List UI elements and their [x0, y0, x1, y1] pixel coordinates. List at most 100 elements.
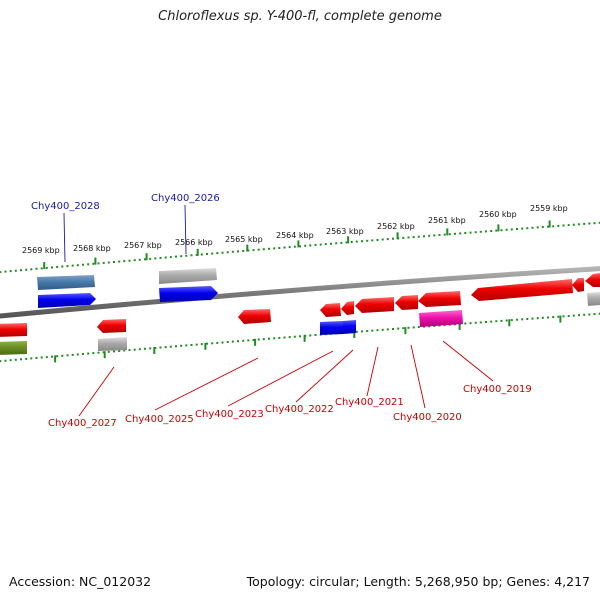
minor-tick — [541, 226, 544, 228]
gene-label-chy400-2028[interactable]: Chy400_2028 — [31, 201, 100, 212]
minor-tick — [526, 318, 529, 320]
minor-tick — [376, 329, 379, 332]
tick-label: 2561 kbp — [428, 216, 466, 225]
minor-tick — [4, 359, 7, 362]
minor-tick — [278, 336, 281, 339]
gene-chy400-2023-lower[interactable] — [320, 321, 343, 335]
gene-chy400-2022[interactable] — [341, 301, 354, 315]
minor-tick — [469, 322, 472, 325]
gene-chy400-2027[interactable] — [97, 319, 126, 333]
minor-tick — [133, 259, 136, 262]
minor-tick — [25, 357, 28, 360]
minor-tick — [175, 255, 177, 258]
minor-tick — [35, 357, 38, 359]
minor-tick — [304, 244, 307, 247]
minor-tick — [159, 346, 162, 349]
minor-tick — [56, 266, 59, 268]
gene-chy400-2020[interactable] — [395, 295, 418, 310]
gene-red-right-a[interactable] — [572, 278, 584, 292]
gene-chy400-2028-upper[interactable] — [37, 275, 95, 290]
minor-tick — [118, 260, 121, 263]
minor-tick — [190, 254, 193, 257]
minor-tick — [123, 349, 126, 352]
minor-tick — [113, 350, 115, 353]
minor-tick — [51, 266, 53, 269]
minor-tick — [51, 355, 53, 358]
minor-tick — [211, 342, 214, 345]
minor-tick — [71, 264, 74, 267]
minor-tick — [237, 250, 239, 253]
gene-red-left[interactable] — [0, 323, 27, 337]
minor-tick — [35, 267, 38, 270]
major-tick — [196, 248, 199, 256]
map-title: Chloroflexus sp. Y-400-fl, complete geno… — [158, 9, 442, 24]
minor-tick — [407, 236, 410, 239]
gene-label-chy400-2023[interactable]: Chy400_2023 — [195, 409, 264, 420]
tick-label: 2565 kbp — [225, 235, 263, 244]
minor-tick — [87, 352, 90, 355]
minor-tick — [66, 265, 69, 268]
minor-tick — [226, 341, 229, 343]
minor-tick — [200, 343, 203, 346]
gene-chy400-2022-lower[interactable] — [343, 320, 356, 334]
minor-tick — [169, 256, 172, 259]
minor-tick — [0, 360, 2, 363]
minor-tick — [588, 222, 591, 225]
gene-label-chy400-2027[interactable]: Chy400_2027 — [48, 418, 117, 429]
minor-tick — [547, 225, 549, 228]
gene-chy400-2020-lower[interactable] — [419, 310, 463, 327]
minor-tick — [262, 248, 265, 251]
minor-tick — [541, 316, 544, 319]
minor-tick — [521, 318, 524, 321]
minor-tick — [412, 236, 415, 239]
minor-tick — [293, 245, 296, 248]
minor-tick — [567, 315, 570, 317]
minor-tick — [154, 257, 157, 260]
gene-chy400-2025[interactable] — [238, 309, 271, 324]
minor-tick — [200, 253, 203, 256]
minor-tick — [56, 355, 59, 358]
minor-tick — [464, 232, 467, 234]
gene-label-chy400-2026[interactable]: Chy400_2026 — [151, 193, 220, 204]
minor-tick — [169, 345, 172, 348]
minor-tick — [361, 240, 363, 243]
minor-tick — [479, 321, 482, 324]
tick-label: 2562 kbp — [377, 222, 415, 231]
minor-tick — [572, 223, 575, 226]
minor-tick — [572, 314, 575, 317]
minor-tick — [350, 241, 353, 243]
minor-tick — [82, 353, 84, 355]
minor-tick — [45, 356, 48, 359]
gene-label-chy400-2025[interactable]: Chy400_2025 — [125, 414, 194, 425]
minor-tick — [283, 246, 286, 249]
gene-chy400-2027-lower[interactable] — [98, 337, 127, 351]
gene-chy400-2021[interactable] — [355, 297, 394, 313]
tick-label: 2566 kbp — [175, 238, 213, 247]
minor-tick — [448, 233, 451, 236]
minor-tick — [588, 313, 591, 316]
minor-tick — [567, 224, 570, 227]
gene-chy400-2019[interactable] — [471, 279, 573, 301]
gene-red-right-b[interactable] — [585, 273, 600, 287]
gene-chy400-2028[interactable] — [38, 293, 96, 308]
gene-olive-left[interactable] — [0, 341, 27, 355]
minor-tick — [288, 246, 291, 249]
gene-chy400-2023[interactable] — [320, 303, 341, 317]
minor-tick — [252, 249, 255, 252]
minor-tick — [531, 317, 534, 320]
minor-tick — [583, 313, 586, 316]
gene-label-chy400-2019[interactable]: Chy400_2019 — [463, 384, 532, 395]
minor-tick — [164, 346, 167, 349]
gene-chy400-2026[interactable] — [159, 286, 218, 302]
gene-label-chy400-2020[interactable]: Chy400_2020 — [393, 412, 462, 423]
gene-gray-right[interactable] — [587, 292, 600, 306]
minor-tick — [268, 337, 270, 340]
minor-tick — [536, 226, 539, 229]
minor-tick — [428, 234, 431, 237]
gene-chy400-2026-upper[interactable] — [159, 268, 217, 284]
minor-tick — [273, 247, 276, 250]
gene-label-chy400-2022[interactable]: Chy400_2022 — [265, 404, 334, 415]
gene-chy400-2019-a[interactable] — [418, 291, 461, 307]
gene-label-chy400-2021[interactable]: Chy400_2021 — [335, 397, 404, 408]
